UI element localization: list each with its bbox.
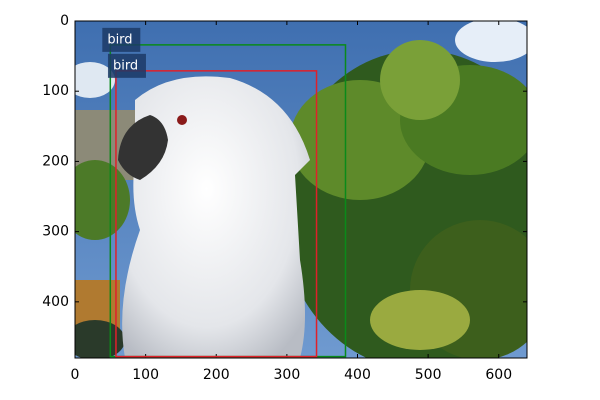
y-tick-label: 300 <box>42 224 69 240</box>
label-background <box>102 27 141 52</box>
x-tick-label: 600 <box>485 367 512 383</box>
y-tick-label: 0 <box>60 13 69 29</box>
y-tick-label: 200 <box>42 153 69 169</box>
x-tick-label: 300 <box>274 367 301 383</box>
bounding-box <box>115 70 318 358</box>
y-tick-label: 100 <box>42 83 69 99</box>
axes-frame <box>74 20 528 359</box>
x-tick-label: 400 <box>344 367 371 383</box>
x-tick-label: 0 <box>71 367 80 383</box>
box-label: bird <box>107 32 132 47</box>
x-tick-label: 200 <box>203 367 230 383</box>
label-background <box>107 53 146 78</box>
photo <box>75 21 527 358</box>
x-tick-label: 500 <box>415 367 442 383</box>
y-tick-label: 400 <box>42 294 69 310</box>
x-tick-label: 100 <box>132 367 159 383</box>
box-label: bird <box>113 58 138 73</box>
